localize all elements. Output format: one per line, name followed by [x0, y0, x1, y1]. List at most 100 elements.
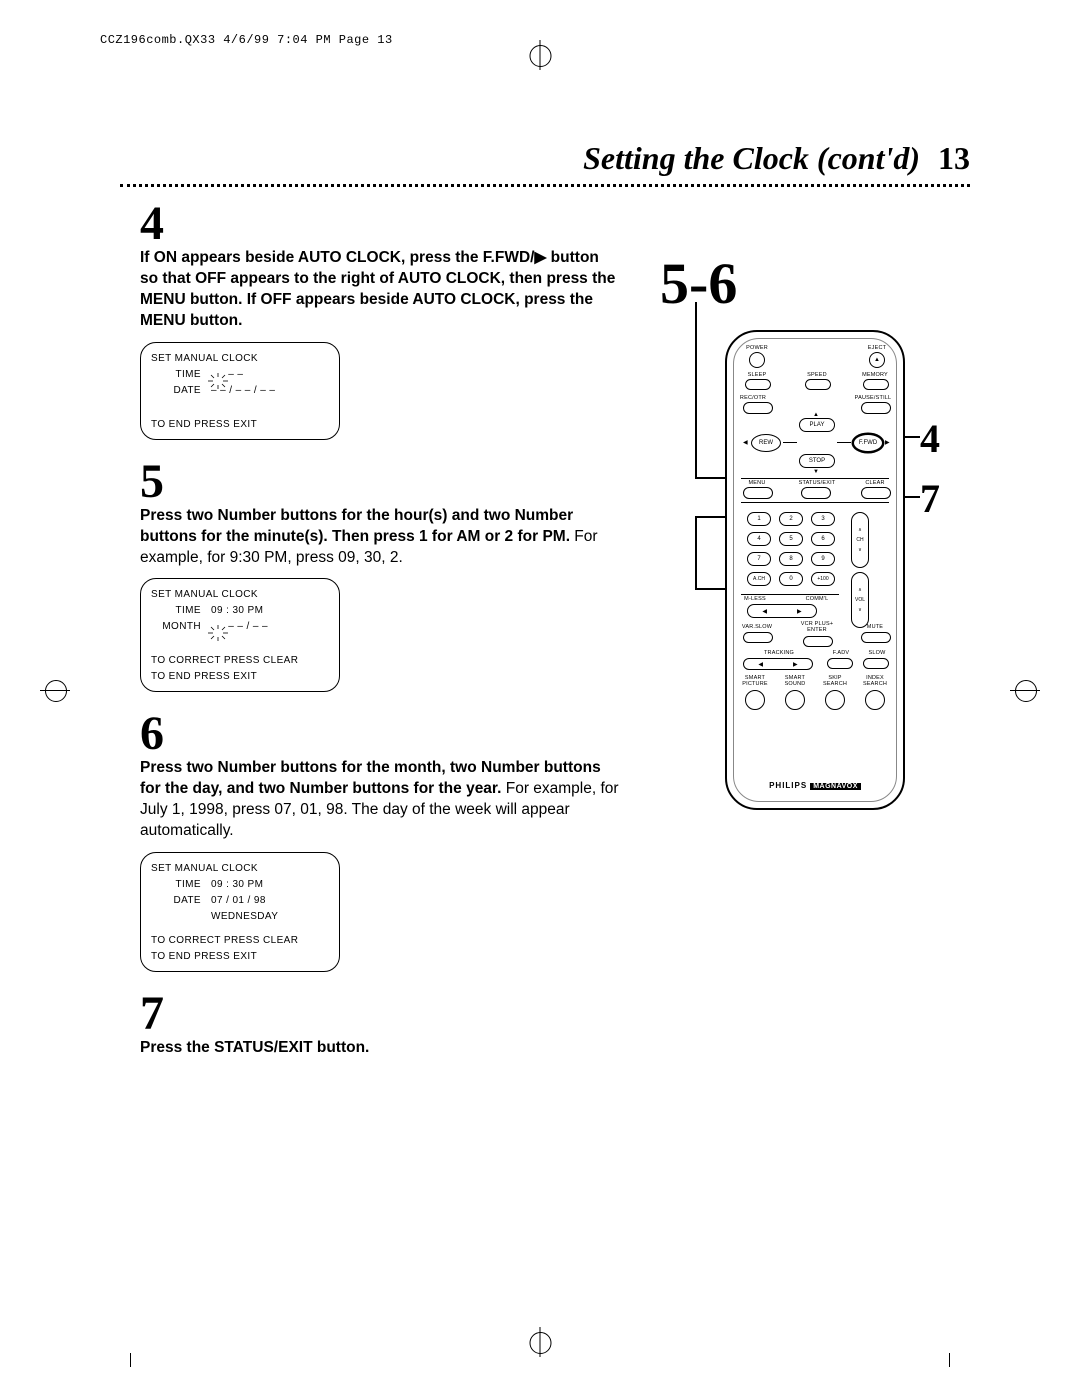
index-label: INDEXSEARCH: [855, 676, 895, 687]
step-4-bold: If ON appears beside AUTO CLOCK, press t…: [140, 249, 615, 329]
pausestill-label: PAUSE/STILL: [853, 395, 893, 401]
osd-screen-1: SET MANUAL CLOCK TIME – – DATE – – / – –…: [140, 342, 340, 440]
osd2-footer2: TO END PRESS EXIT: [151, 669, 329, 685]
chevron-down-icon: ∨: [858, 547, 862, 553]
clear-button[interactable]: [861, 487, 891, 499]
transport-line: [783, 442, 797, 443]
crop-mark-left: [40, 690, 70, 691]
osd1-footer: TO END PRESS EXIT: [151, 417, 329, 433]
num-0-button[interactable]: 0: [779, 572, 803, 586]
crop-mark-bl: [130, 1353, 131, 1367]
speed-label: SPEED: [797, 372, 837, 378]
recotr-label: REC/OTR: [733, 395, 773, 401]
power-label: POWER: [737, 345, 777, 351]
mless-label: M-LESS: [735, 596, 775, 602]
num-7-button[interactable]: 7: [747, 552, 771, 566]
mless-comml-rocker[interactable]: ◀▶: [747, 604, 817, 618]
left-arrow-icon: ◀: [758, 661, 763, 668]
num-1-button[interactable]: 1: [747, 512, 771, 526]
chevron-down-icon: ∨: [858, 607, 862, 613]
ffwd-button[interactable]: F.FWD: [853, 434, 883, 452]
brand-philips: PHILIPS: [769, 781, 807, 790]
step-6-text: Press two Number buttons for the month, …: [140, 758, 620, 842]
crop-mark-br: [949, 1353, 950, 1367]
osd2-title: SET MANUAL CLOCK: [151, 587, 329, 603]
smart-sound-button[interactable]: [785, 690, 805, 710]
vol-label: VOL: [855, 597, 865, 603]
osd1-time-label: TIME: [151, 367, 201, 383]
varslow-button[interactable]: [743, 632, 773, 643]
speed-button[interactable]: [805, 379, 831, 390]
num-2-button[interactable]: 2: [779, 512, 803, 526]
chevron-up-icon: ∧: [858, 587, 862, 593]
fadv-label: F.ADV: [821, 650, 861, 656]
osd-screen-3: SET MANUAL CLOCK TIME 09 : 30 PM DATE 07…: [140, 852, 340, 972]
brand-footer: PHILIPSMAGNAVOX: [727, 781, 903, 790]
sleep-button[interactable]: [745, 379, 771, 390]
ch-label: CH: [856, 537, 863, 543]
vcrplus-button[interactable]: [803, 636, 833, 647]
eject-label: EJECT: [857, 345, 897, 351]
varslow-label: VAR.SLOW: [737, 624, 777, 630]
mute-label: MUTE: [855, 624, 895, 630]
channel-rocker[interactable]: ∧ CH ∨: [851, 512, 869, 568]
memory-label: MEMORY: [855, 372, 895, 378]
fadv-button[interactable]: [827, 658, 853, 669]
slow-button[interactable]: [863, 658, 889, 669]
leader-line: [695, 477, 725, 479]
eject-button[interactable]: ▲: [869, 352, 885, 368]
num-4-button[interactable]: 4: [747, 532, 771, 546]
clear-label: CLEAR: [855, 480, 895, 486]
page-title: Setting the Clock (cont'd) 13: [583, 140, 970, 177]
rew-button[interactable]: REW: [751, 434, 781, 452]
num-6-button[interactable]: 6: [811, 532, 835, 546]
recotr-button[interactable]: [743, 402, 773, 414]
skip-search-button[interactable]: [825, 690, 845, 710]
smartsnd-label: SMARTSOUND: [775, 676, 815, 687]
slow-label: SLOW: [857, 650, 897, 656]
menu-button[interactable]: [743, 487, 773, 499]
statusexit-button[interactable]: [801, 487, 831, 499]
step-4-text: If ON appears beside AUTO CLOCK, press t…: [140, 248, 620, 332]
callout-4: 4: [920, 415, 940, 462]
power-button[interactable]: [749, 352, 765, 368]
callout-5-6: 5-6: [660, 250, 737, 317]
num-8-button[interactable]: 8: [779, 552, 803, 566]
pausestill-button[interactable]: [861, 402, 891, 414]
stop-button[interactable]: STOP: [799, 454, 835, 468]
crop-mark-right: [1010, 690, 1040, 691]
up-arrow-icon: ▲: [813, 412, 819, 418]
brand-magnavox: MAGNAVOX: [810, 783, 861, 790]
tracking-rocker[interactable]: ◀▶: [743, 658, 813, 670]
index-search-button[interactable]: [865, 690, 885, 710]
right-arrow-icon: ▶: [885, 439, 890, 446]
osd3-footer1: TO CORRECT PRESS CLEAR: [151, 933, 329, 949]
leader-line: [695, 516, 697, 588]
vcrplus-label: VCR PLUS+ENTER: [797, 622, 837, 633]
osd2-time-value: 09 : 30 PM: [211, 603, 263, 619]
num-9-button[interactable]: 9: [811, 552, 835, 566]
smart-picture-button[interactable]: [745, 690, 765, 710]
osd3-date-value: 07 / 01 / 98: [211, 893, 266, 909]
num-5-button[interactable]: 5: [779, 532, 803, 546]
print-header-line: CCZ196comb.QX33 4/6/99 7:04 PM Page 13: [100, 33, 393, 47]
chevron-up-icon: ∧: [858, 527, 862, 533]
tracking-label: TRACKING: [749, 650, 809, 656]
plus100-button[interactable]: +100: [811, 572, 835, 586]
transport-line: [837, 442, 851, 443]
osd2-month-label: MONTH: [151, 619, 201, 635]
smartpic-label: SMARTPICTURE: [735, 676, 775, 687]
osd3-footer2: TO END PRESS EXIT: [151, 949, 329, 965]
num-3-button[interactable]: 3: [811, 512, 835, 526]
volume-rocker[interactable]: ∧ VOL ∨: [851, 572, 869, 628]
ach-button[interactable]: A.CH: [747, 572, 771, 586]
mute-button[interactable]: [861, 632, 891, 643]
page-number: 13: [938, 140, 970, 176]
play-button[interactable]: PLAY: [799, 418, 835, 432]
body-column: 4 If ON appears beside AUTO CLOCK, press…: [140, 200, 620, 1069]
memory-button[interactable]: [863, 379, 889, 390]
page-title-text: Setting the Clock (cont'd): [583, 140, 920, 176]
statusexit-label: STATUS/EXIT: [791, 480, 843, 486]
right-arrow-icon: ▶: [797, 608, 802, 615]
step-5-bold: Press two Number buttons for the hour(s)…: [140, 507, 573, 545]
